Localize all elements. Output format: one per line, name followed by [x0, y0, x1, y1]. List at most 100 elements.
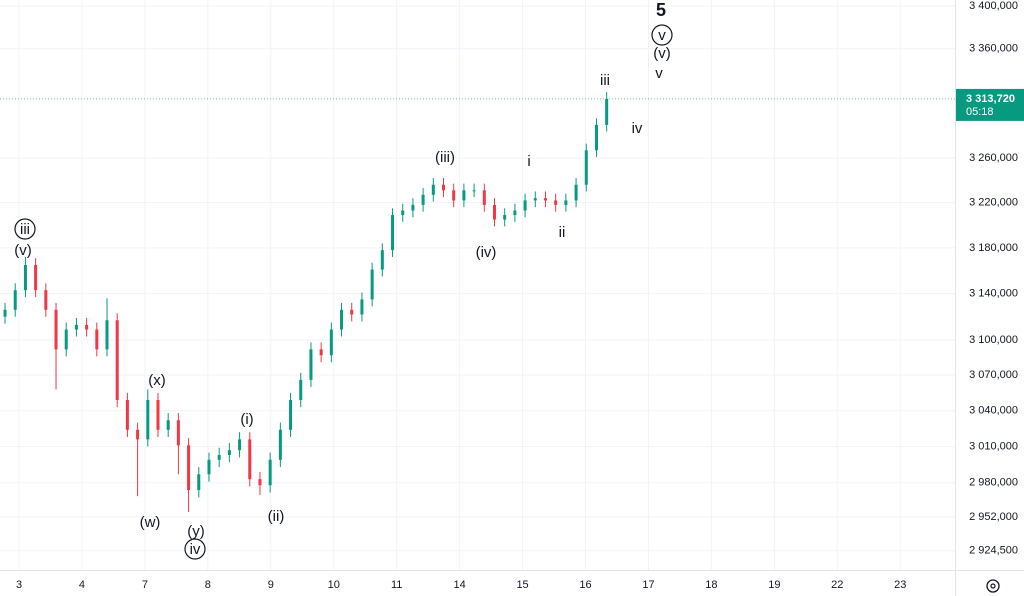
- x-tick-label: 23: [894, 579, 906, 591]
- settings-icon-center: [990, 583, 996, 589]
- y-tick-label: 3 040,000: [969, 405, 1018, 417]
- wave-label: iv: [190, 541, 201, 558]
- candle: [319, 342, 323, 363]
- candle: [442, 178, 446, 198]
- candle: [411, 198, 415, 218]
- candle: [227, 442, 231, 463]
- candle-body: [513, 210, 517, 216]
- wave-label: (x): [148, 372, 166, 389]
- y-tick-label: 3 260,000: [969, 152, 1018, 164]
- x-tick-label: 9: [268, 579, 274, 591]
- candle-body: [166, 420, 170, 430]
- wave-label: (v): [14, 242, 32, 259]
- wave-label: (ii): [268, 508, 285, 525]
- candle-body: [217, 454, 221, 460]
- candle-body: [319, 349, 323, 356]
- candle-body: [34, 264, 38, 291]
- candle-body: [227, 450, 231, 455]
- candle-body: [329, 329, 333, 356]
- candle-body: [543, 198, 547, 201]
- candle-body: [23, 264, 27, 291]
- candle-body: [492, 204, 496, 220]
- candle: [258, 471, 262, 495]
- candle-body: [411, 204, 415, 211]
- candle: [360, 292, 364, 322]
- candle: [268, 452, 272, 493]
- candle: [238, 432, 242, 458]
- x-tick-label: 8: [205, 579, 211, 591]
- candle-body: [594, 124, 598, 151]
- x-tick-label: 18: [705, 579, 717, 591]
- candle-body: [605, 98, 609, 125]
- candle: [44, 283, 48, 317]
- wave-label: (i): [240, 411, 253, 428]
- candle-body: [268, 459, 272, 486]
- candle-body: [421, 194, 425, 205]
- candle: [350, 302, 354, 322]
- candle-body: [95, 329, 99, 350]
- settings-button[interactable]: [986, 579, 1000, 593]
- candle: [156, 392, 160, 437]
- wave-label: i: [527, 153, 530, 170]
- candle: [105, 298, 109, 357]
- candle: [492, 198, 496, 227]
- candle-body: [431, 184, 435, 195]
- candle-body: [503, 215, 507, 220]
- candle: [370, 262, 374, 307]
- candle-body: [197, 474, 201, 491]
- candle-body: [442, 184, 446, 191]
- wave-label: iii: [600, 72, 610, 89]
- candle: [380, 243, 384, 277]
- candle-body: [64, 329, 68, 350]
- candle-body: [564, 200, 568, 205]
- candle: [3, 302, 7, 324]
- x-tick-label: 10: [328, 579, 340, 591]
- x-tick-label: 4: [79, 579, 85, 591]
- candle-body: [574, 184, 578, 201]
- candle-body: [289, 400, 293, 430]
- candle-body: [85, 324, 89, 330]
- y-tick-label: 3 140,000: [969, 288, 1018, 300]
- grid: [0, 0, 955, 570]
- candle: [452, 183, 456, 208]
- y-tick-label: 3 100,000: [969, 334, 1018, 346]
- candle-body: [3, 309, 7, 317]
- candle: [482, 183, 486, 212]
- candle: [533, 191, 537, 208]
- candle: [115, 313, 119, 408]
- x-tick-label: 7: [142, 579, 148, 591]
- wave-label: (y): [187, 523, 205, 540]
- candle: [125, 392, 129, 437]
- candle-body: [462, 190, 466, 201]
- wave-label: (iv): [476, 244, 497, 261]
- candle-body: [207, 459, 211, 475]
- wave-label: (w): [140, 514, 161, 531]
- candle: [146, 389, 150, 447]
- candle-body: [340, 309, 344, 330]
- candle: [64, 322, 68, 357]
- candle: [85, 317, 89, 337]
- candle: [34, 258, 38, 298]
- y-tick-label: 2 924,500: [969, 545, 1018, 557]
- candle: [278, 422, 282, 468]
- candle: [299, 372, 303, 408]
- x-tick-label: 15: [516, 579, 528, 591]
- candle-body: [391, 215, 395, 251]
- candle: [584, 143, 588, 192]
- candle: [431, 178, 435, 202]
- wave-label: v: [658, 27, 666, 44]
- candle: [95, 322, 99, 357]
- y-tick-label: 3 180,000: [969, 242, 1018, 254]
- wave-label: v: [655, 65, 663, 82]
- countdown: 05:18: [966, 106, 994, 118]
- candle-body: [105, 320, 109, 350]
- wave-label: (iii): [435, 149, 455, 166]
- last-price-label: 3 313,720: [966, 93, 1015, 105]
- candle-body: [74, 324, 78, 330]
- candle-body: [44, 290, 48, 310]
- wave-label: iv: [632, 120, 643, 137]
- candle: [564, 193, 568, 212]
- candle: [472, 183, 476, 198]
- candle-body: [370, 269, 374, 300]
